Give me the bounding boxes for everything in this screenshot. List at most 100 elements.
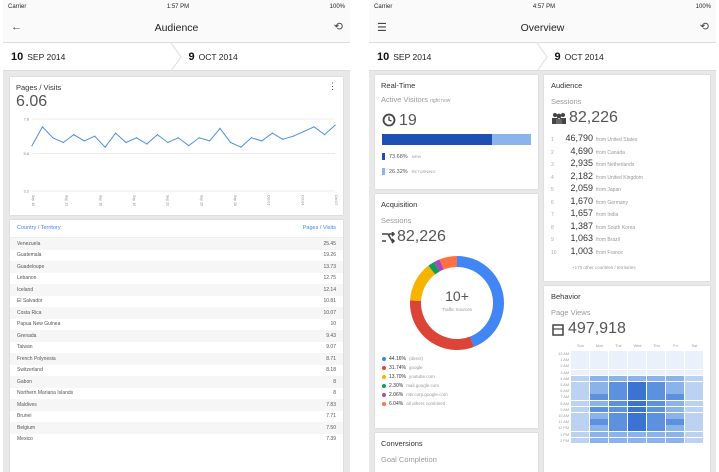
country-item[interactable]: 2 4,690 from Canada <box>551 146 706 159</box>
data-point <box>282 138 284 140</box>
value-cell: 9.43 <box>326 332 336 339</box>
heatmap-cell <box>628 413 647 419</box>
donut-slice[interactable] <box>439 256 457 270</box>
hour-label: 12 PM <box>558 426 569 431</box>
clock-icon <box>382 113 396 127</box>
rank: 5 <box>551 187 554 193</box>
date-range-selector[interactable]: 10 SEP 2014 9 OCT 2014 <box>369 43 716 71</box>
sessions-count: 2,059 <box>570 183 593 193</box>
country-item[interactable]: 5 2,059 from Japan <box>551 183 706 196</box>
table-row[interactable]: Northern Mariana Islands 8 <box>10 388 343 400</box>
table-row[interactable]: Belgium 7.50 <box>10 422 343 434</box>
returning-visitors-segment <box>491 134 531 145</box>
end-date[interactable]: 9 OCT 2014 <box>554 50 604 63</box>
table-row[interactable]: French Polynesia 8.71 <box>10 353 343 365</box>
x-tick-label: Oct 07 <box>334 195 338 205</box>
table-row[interactable]: Lebanon 12.75 <box>10 273 343 285</box>
back-arrow-icon[interactable]: ← <box>11 21 22 33</box>
day-label: Mon <box>595 344 604 348</box>
country-label: from India <box>596 212 619 218</box>
conversions-card[interactable]: Conversions Goal Completion <box>375 433 538 472</box>
acquisition-card[interactable]: Acquisition Sessions 82,226 10+ Traffic … <box>375 194 538 428</box>
card-title: Audience <box>551 81 583 90</box>
heatmap-cell <box>590 413 609 419</box>
heatmap-cell <box>666 382 685 388</box>
value-cell: 8 <box>333 378 336 385</box>
date-range-selector[interactable]: 10 SEP 2014 9 OCT 2014 <box>3 43 350 71</box>
country-cell: Northern Mariana Islands <box>17 390 74 397</box>
table-row[interactable]: Brunei 7.71 <box>10 411 343 423</box>
country-item[interactable]: 4 2,182 from United Kingdom <box>551 171 706 184</box>
menu-icon[interactable]: ☰ <box>377 22 387 34</box>
heatmap-cell <box>685 400 704 407</box>
country-item[interactable]: 3 2,935 from Netherlands <box>551 158 706 171</box>
series-line <box>31 124 336 148</box>
history-icon[interactable]: ⟲ <box>699 21 709 33</box>
donut-slice[interactable] <box>410 265 436 301</box>
country-item[interactable]: 9 1,063 from Brazil <box>551 233 706 246</box>
heatmap-cell <box>628 388 647 394</box>
realtime-card[interactable]: Real-Time Active Visitors right now 19 7… <box>375 75 538 189</box>
table-row[interactable]: El Salvador 10.81 <box>10 296 343 308</box>
table-row[interactable]: Grenada 9.43 <box>10 330 343 342</box>
legend-label: (direct) <box>408 356 423 361</box>
table-row[interactable]: Gabon 8 <box>10 376 343 388</box>
table-row[interactable]: Switzerland 8.18 <box>10 365 343 377</box>
y-tick-label: 5.6 <box>23 151 29 156</box>
heatmap-cell <box>571 406 590 413</box>
donut-slice[interactable] <box>457 256 504 347</box>
country-item[interactable]: 7 1,657 from India <box>551 208 706 221</box>
metric-column-header[interactable]: Pages / Visits <box>302 225 336 231</box>
history-icon[interactable]: ⟲ <box>333 21 343 33</box>
table-row[interactable]: Papua New Guinea 10 <box>10 319 343 331</box>
heatmap-cell <box>647 363 666 369</box>
table-row[interactable]: Iceland 12.14 <box>10 284 343 296</box>
donut-slice[interactable] <box>434 259 444 272</box>
table-row[interactable]: Guatemala 19.26 <box>10 250 343 262</box>
table-row[interactable]: Venezuela 25.45 <box>10 238 343 250</box>
donut-slice[interactable] <box>410 300 474 350</box>
heatmap-cell <box>666 437 685 444</box>
country-label: from France <box>596 249 623 256</box>
heatmap-cell <box>647 425 666 431</box>
card-subtitle: Page Views <box>551 308 591 317</box>
overflow-menu-icon[interactable]: ⋮ <box>328 81 337 91</box>
heatmap-cell <box>590 382 609 388</box>
sessions-value: 82,226 <box>569 109 618 126</box>
data-point <box>41 126 44 128</box>
visitor-split-bar <box>382 134 531 145</box>
legend-swatch <box>382 356 386 361</box>
start-date[interactable]: 10 SEP 2014 <box>11 50 66 63</box>
country-item[interactable]: 10 1,003 from France <box>551 246 706 259</box>
country-cell: Costa Rica <box>17 309 42 316</box>
battery-label: 100% <box>695 3 711 10</box>
heatmap-cell <box>628 369 647 376</box>
heatmap-cell <box>628 351 647 357</box>
end-date[interactable]: 9 OCT 2014 <box>188 50 238 63</box>
table-row[interactable]: Maldives 7.83 <box>10 399 343 411</box>
country-column-header[interactable]: Country / Territory <box>17 225 61 231</box>
heatmap-cell <box>571 375 590 382</box>
table-row[interactable]: Guadeloupe 13.73 <box>10 261 343 273</box>
traffic-sources-donut[interactable] <box>408 254 506 352</box>
behavior-card[interactable]: Behavior Page Views 497,918 Sun Mon Tue Wed… <box>544 286 710 472</box>
start-date[interactable]: 10 SEP 2014 <box>377 50 432 63</box>
table-row[interactable]: Costa Rica 10.07 <box>10 307 343 319</box>
clock: 1:57 PM <box>166 3 190 10</box>
country-item[interactable]: 6 1,670 from Germany <box>551 196 706 209</box>
table-row[interactable]: Mexico 7.39 <box>10 434 343 446</box>
data-point <box>94 135 96 137</box>
heatmap-cell <box>685 437 704 444</box>
heatmap-cell <box>647 431 666 438</box>
table-row[interactable]: Taiwan 9.07 <box>10 342 343 354</box>
value-cell: 7.39 <box>326 436 336 443</box>
country-item[interactable]: 1 46,790 from United States <box>551 133 706 146</box>
hour-label: 9 AM <box>560 407 569 412</box>
country-item[interactable]: 8 1,387 from South Korea <box>551 221 706 234</box>
audience-card[interactable]: Audience Sessions 82,226 1 46,790 from Uni… <box>544 75 710 281</box>
value-cell: 7.50 <box>326 424 336 431</box>
sessions-value: 82,226 <box>397 228 446 245</box>
heatmap-cell <box>628 357 647 363</box>
data-point <box>156 134 158 136</box>
donut-slice[interactable] <box>428 261 440 275</box>
